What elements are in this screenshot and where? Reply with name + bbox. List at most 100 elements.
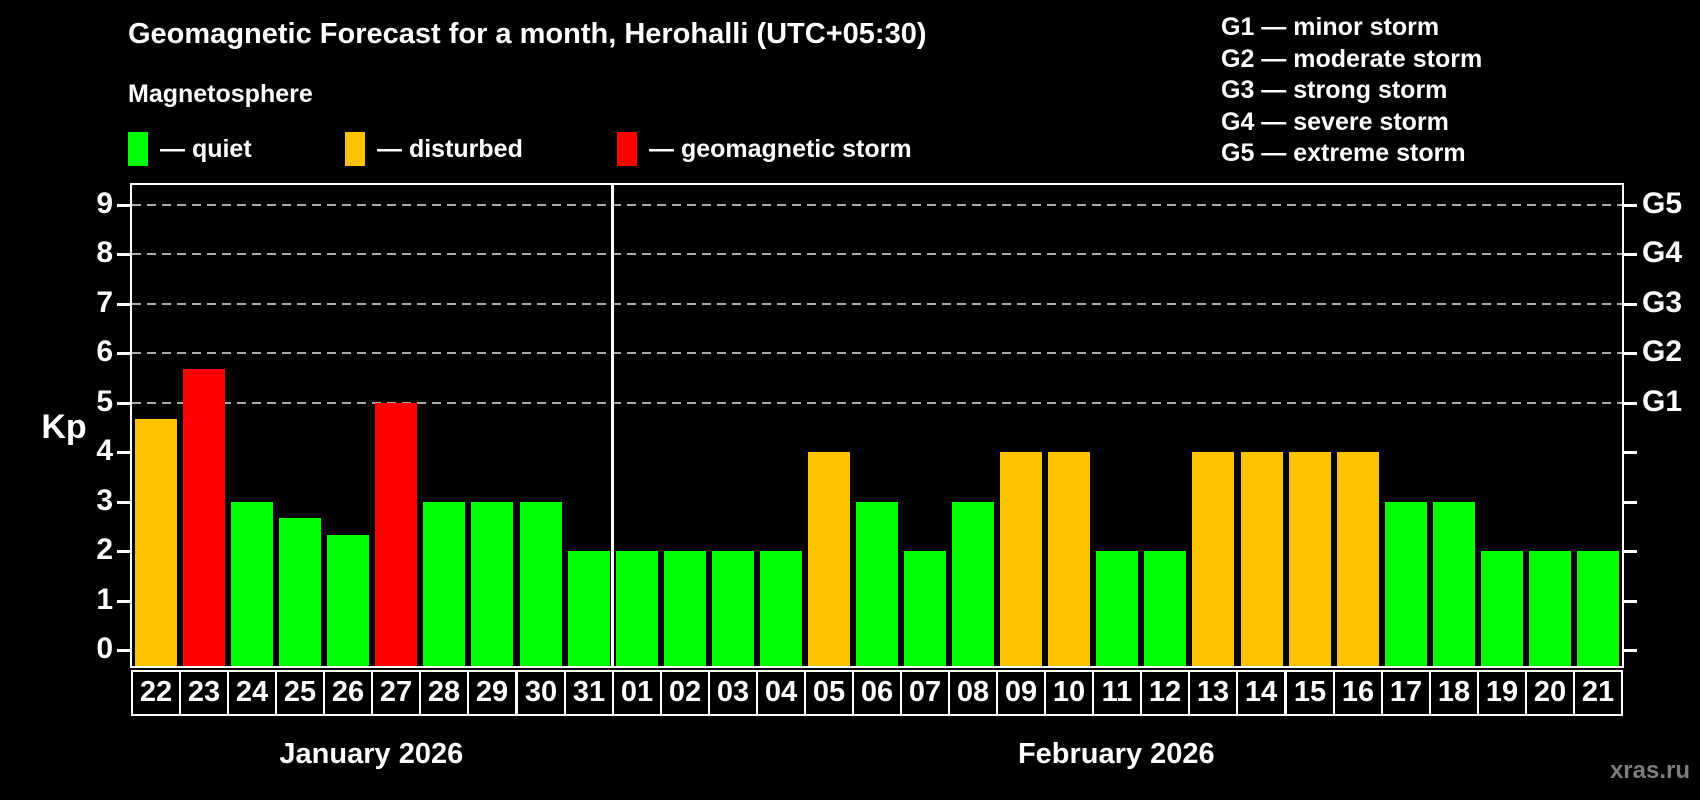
y-axis-tick-left-5	[117, 401, 130, 405]
date-cell-09: 09	[996, 670, 1046, 716]
y-axis-tick-right-7	[1624, 302, 1637, 306]
month-label-0: January 2026	[279, 738, 464, 770]
kp-bar-03	[711, 551, 754, 666]
y-axis-label-4: 4	[96, 434, 113, 467]
date-cell-19: 19	[1477, 670, 1527, 716]
date-cell-27: 27	[371, 670, 421, 716]
quiet-swatch-icon	[128, 132, 148, 166]
y-axis-tick-right-8	[1624, 253, 1637, 256]
storm-scale-item-g3: G3 — strong storm	[1221, 76, 1448, 104]
magnetosphere-label: Magnetosphere	[128, 80, 313, 108]
legend-label-quiet: — quiet	[160, 134, 252, 163]
y-axis-title: Kp	[41, 408, 87, 446]
storm-swatch-icon	[617, 132, 637, 166]
kp-bar-25	[279, 517, 322, 666]
kp-bar-04	[759, 551, 802, 666]
y-axis-label-7: 7	[96, 285, 113, 319]
kp-bar-29	[471, 501, 514, 666]
gridline-kp8	[132, 253, 1622, 255]
y-axis-tick-right-0	[1624, 649, 1637, 652]
legend-item-disturbed: — disturbed	[345, 130, 523, 168]
y-axis-label-3: 3	[96, 483, 113, 517]
storm-scale-item-g5: G5 — extreme storm	[1221, 139, 1466, 167]
gridline-kp6	[132, 352, 1622, 354]
date-cell-21: 21	[1573, 670, 1623, 716]
kp-bar-10	[1048, 452, 1091, 666]
date-cell-11: 11	[1092, 670, 1142, 716]
kp-bar-05	[807, 452, 850, 666]
kp-bar-31	[567, 551, 610, 666]
disturbed-swatch-icon	[345, 132, 365, 166]
date-cell-23: 23	[179, 670, 229, 716]
date-cell-10: 10	[1044, 670, 1094, 716]
kp-bar-07	[904, 551, 947, 666]
y-axis-tick-right-6	[1624, 352, 1637, 355]
kp-bar-28	[423, 501, 466, 666]
watermark: xras.ru	[1609, 757, 1690, 784]
storm-scale-item-g1: G1 — minor storm	[1221, 13, 1440, 41]
legend-item-storm: — geomagnetic storm	[617, 130, 912, 168]
y-axis-tick-right-4	[1624, 451, 1637, 454]
legend-label-storm: — geomagnetic storm	[649, 134, 912, 163]
chart-title: Geomagnetic Forecast for a month, Heroha…	[128, 18, 927, 50]
date-cell-25: 25	[275, 670, 325, 716]
kp-bar-16	[1336, 452, 1379, 666]
y-axis-tick-left-1	[117, 599, 130, 603]
kp-bar-08	[952, 501, 995, 666]
month-label-1: February 2026	[1017, 738, 1215, 770]
date-cell-22: 22	[131, 670, 181, 716]
date-cell-07: 07	[900, 670, 950, 716]
g-axis-label-g5: G5	[1642, 186, 1683, 220]
plot-area	[130, 183, 1624, 668]
kp-bar-26	[327, 534, 370, 666]
y-axis-tick-left-7	[117, 302, 130, 306]
y-axis-label-2: 2	[96, 533, 113, 566]
date-cell-12: 12	[1140, 670, 1190, 716]
y-axis-tick-left-2	[117, 550, 130, 553]
date-cell-01: 01	[612, 670, 662, 716]
legend-label-disturbed: — disturbed	[377, 134, 523, 163]
date-cell-04: 04	[756, 670, 806, 716]
kp-bar-09	[1000, 452, 1043, 666]
month-separator	[611, 185, 615, 666]
g-axis-label-g4: G4	[1642, 236, 1683, 269]
date-cell-02: 02	[660, 670, 710, 716]
date-cell-20: 20	[1525, 670, 1575, 716]
kp-bar-12	[1144, 551, 1187, 666]
date-cell-29: 29	[467, 670, 517, 716]
y-axis-tick-right-3	[1624, 500, 1637, 504]
y-axis-tick-right-2	[1624, 550, 1637, 553]
date-cell-14: 14	[1236, 670, 1286, 716]
y-axis-label-6: 6	[96, 335, 113, 368]
y-axis-label-5: 5	[96, 384, 113, 418]
y-axis-label-8: 8	[96, 236, 113, 269]
g-axis-label-g2: G2	[1642, 335, 1683, 368]
date-cell-26: 26	[323, 670, 373, 716]
kp-bar-22	[135, 418, 178, 666]
date-cell-05: 05	[804, 670, 854, 716]
y-axis-tick-right-9	[1624, 203, 1637, 207]
g-axis-label-g3: G3	[1642, 285, 1683, 319]
date-cell-17: 17	[1381, 670, 1431, 716]
storm-scale-item-g4: G4 — severe storm	[1221, 107, 1449, 136]
date-cell-30: 30	[516, 670, 566, 716]
kp-bar-18	[1432, 501, 1475, 666]
kp-bar-13	[1192, 452, 1235, 666]
kp-bar-02	[663, 551, 706, 666]
y-axis-tick-left-6	[117, 352, 130, 355]
date-cell-15: 15	[1285, 670, 1335, 716]
date-cell-18: 18	[1429, 670, 1479, 716]
y-axis-label-0: 0	[96, 632, 113, 665]
kp-bar-24	[231, 501, 274, 666]
date-cell-13: 13	[1188, 670, 1238, 716]
kp-bar-14	[1240, 452, 1283, 666]
kp-bar-15	[1288, 452, 1331, 666]
date-cell-08: 08	[948, 670, 998, 716]
kp-bar-21	[1576, 551, 1619, 666]
date-axis: 22 23 24 25 26 27 28 29 30 31 01 02 03 04 05 06 07 08 09 10…	[131, 670, 1625, 716]
date-cell-03: 03	[708, 670, 758, 716]
y-axis-tick-right-5	[1624, 401, 1637, 405]
gridline-kp5	[132, 401, 1622, 404]
y-axis-label-9: 9	[96, 186, 113, 220]
gridline-kp7	[132, 302, 1622, 305]
